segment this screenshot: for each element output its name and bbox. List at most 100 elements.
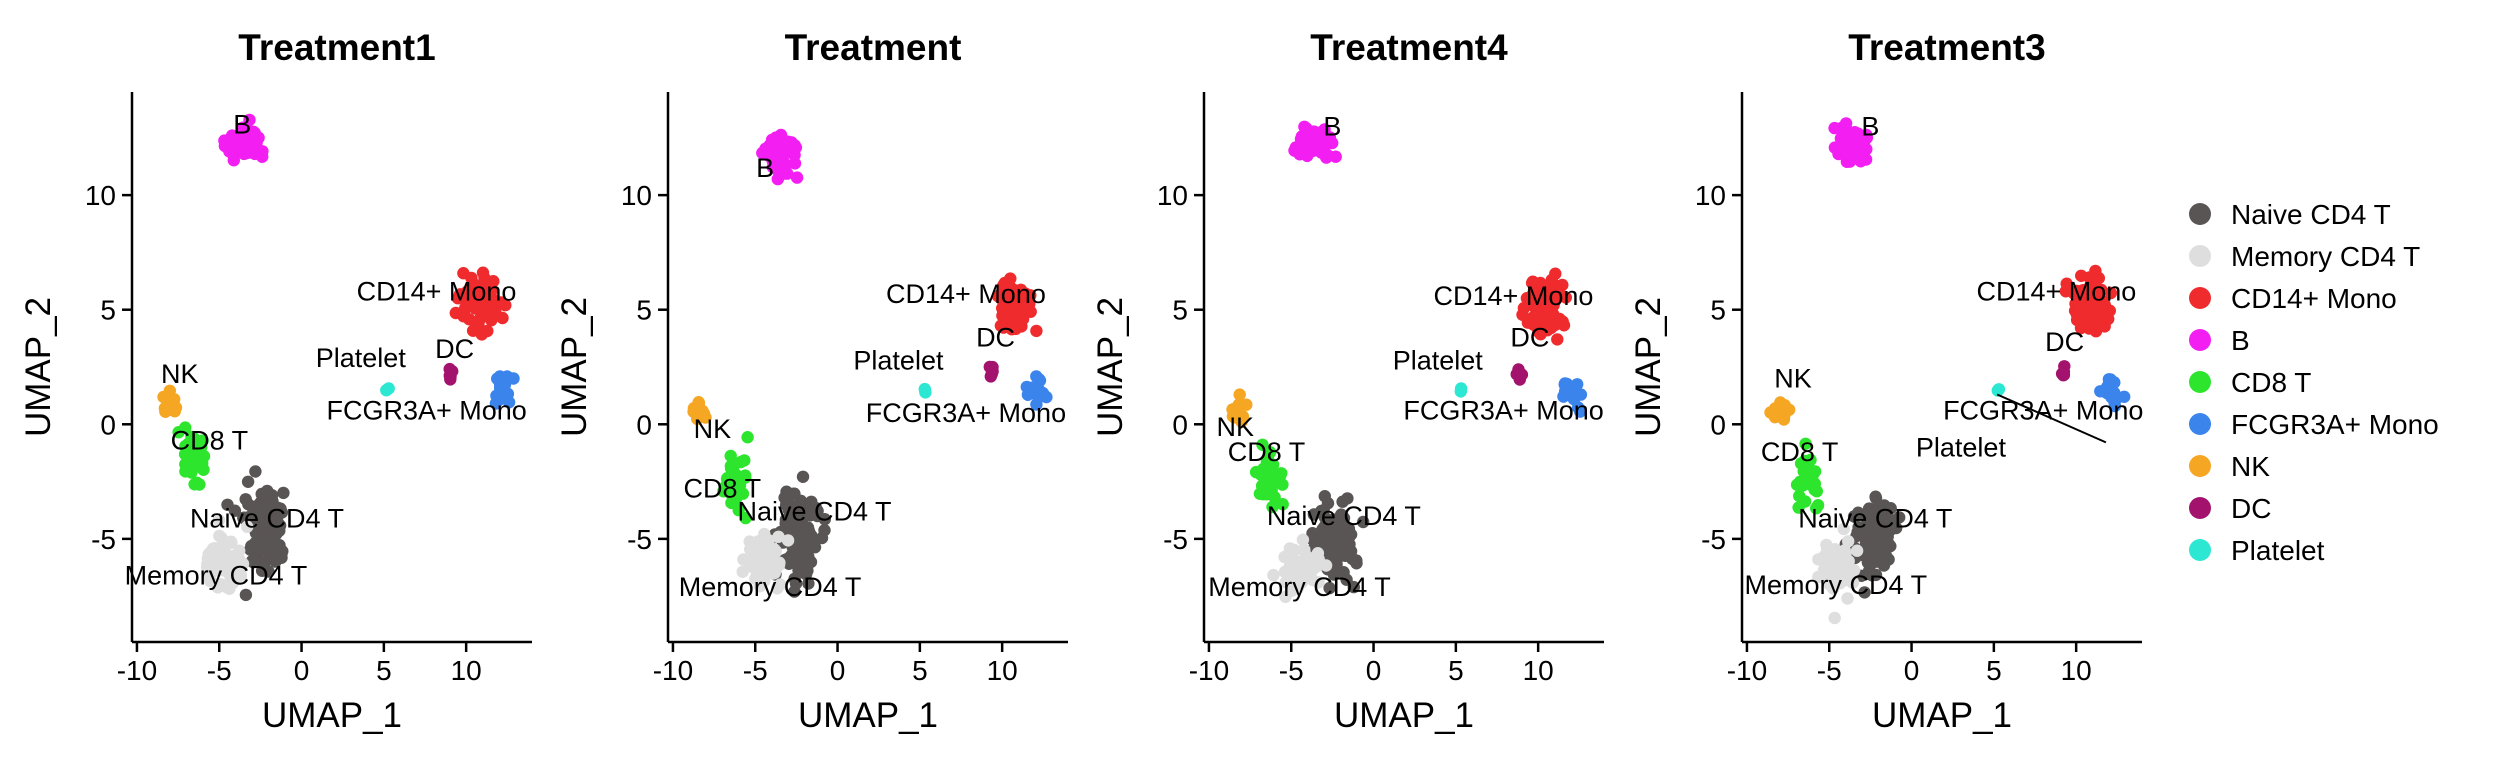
- x-tick-label: -10: [117, 655, 157, 686]
- x-tick-label: 10: [987, 655, 1018, 686]
- point-memory-cd4-t: [1287, 558, 1301, 571]
- legend-label: NK: [2231, 451, 2270, 482]
- points: [1764, 117, 2131, 625]
- point-cd14plus-mono: [1525, 276, 1539, 290]
- legend-swatch: [2189, 455, 2211, 477]
- point-fcgr3aplus-mono: [493, 387, 506, 400]
- point-naive-cd4-t: [261, 484, 274, 498]
- point-memory-cd4-t: [1842, 558, 1855, 572]
- point-cd14plus-mono: [1536, 312, 1550, 325]
- point-cd14plus-mono: [1030, 324, 1043, 338]
- point-cd8-t: [1256, 438, 1269, 451]
- x-tick-label: 10: [1523, 655, 1554, 686]
- point-naive-cd4-t: [779, 498, 793, 512]
- point-b: [790, 171, 804, 184]
- legend-item-memory-cd4-t: Memory CD4 T: [2189, 241, 2420, 272]
- cluster-labels: B CD14+ Mono Platelet DC FCGR3A+ Mono NK CD8 T…: [679, 153, 1066, 602]
- point-b: [1840, 145, 1854, 158]
- point-b: [227, 154, 240, 167]
- legend-swatch: [2189, 203, 2211, 225]
- point-cd14plus-mono: [1004, 272, 1017, 285]
- point-naive-cd4-t: [1337, 566, 1350, 579]
- point-memory-cd4-t: [1279, 590, 1292, 603]
- cluster-label-b: B: [233, 109, 251, 139]
- point-b: [1855, 144, 1868, 157]
- point-memory-cd4-t: [1828, 611, 1841, 625]
- point-memory-cd4-t: [1267, 568, 1280, 582]
- x-tick-label: 0: [1366, 655, 1382, 686]
- point-memory-cd4-t: [1283, 542, 1297, 555]
- legend-label: CD8 T: [2231, 367, 2311, 398]
- point-fcgr3aplus-mono: [1030, 370, 1043, 383]
- panel-treatment1: Treatment1 -10 -5 0 5 10 -5 0 5 10 UMAP_1 UMAP_2 B CD…: [19, 27, 532, 735]
- point-cd14plus-mono: [1559, 291, 1573, 304]
- points: [157, 113, 520, 602]
- point-cd8-t: [1792, 501, 1805, 514]
- point-b: [788, 139, 801, 152]
- x-tick-label: -5: [1817, 655, 1842, 686]
- y-tick-label: 5: [1710, 295, 1726, 326]
- point-naive-cd4-t: [256, 503, 270, 516]
- point-naive-cd4-t: [277, 486, 290, 500]
- point-memory-cd4-t: [774, 578, 787, 591]
- legend-item-platelet: Platelet: [2189, 535, 2325, 566]
- point-memory-cd4-t: [212, 514, 226, 527]
- x-tick-label: 10: [2061, 655, 2092, 686]
- point-naive-cd4-t: [791, 540, 804, 553]
- point-memory-cd4-t: [203, 566, 216, 579]
- panel-treatment4: Treatment4 -10 -5 0 5 10 -5 0 5 10 UMAP_1 UMAP_2 B CD…: [1091, 27, 1604, 735]
- point-memory-cd4-t: [241, 520, 254, 533]
- point-cd8-t: [1260, 455, 1274, 468]
- point-nk: [163, 392, 176, 406]
- point-cd8-t: [724, 462, 738, 475]
- legend-swatch: [2189, 329, 2211, 351]
- point-cd14plus-mono: [1549, 267, 1562, 280]
- cluster-label-cd14plus-mono: CD14+ Mono: [886, 279, 1046, 309]
- y-axis-title: UMAP_2: [1091, 297, 1130, 437]
- y-tick-label: 5: [100, 295, 116, 326]
- point-cd14plus-mono: [1551, 333, 1564, 346]
- point-nk: [693, 409, 706, 422]
- point-cd14plus-mono: [2099, 303, 2113, 316]
- legend-item-naive-cd4-t: Naive CD4 T: [2189, 199, 2391, 230]
- panel-treatment3: Treatment3 -10 -5 0 5 10 -5 0 5 10 UMAP_1 UMAP_2 B CD…: [1629, 27, 2143, 735]
- x-tick-label: -10: [1727, 655, 1767, 686]
- y-tick-label: 0: [1710, 409, 1726, 440]
- cluster-label-nk: NK: [161, 359, 199, 389]
- point-cd14plus-mono: [1548, 318, 1562, 332]
- y-axis-title: UMAP_2: [19, 297, 58, 437]
- point-cd8-t: [186, 448, 200, 461]
- cluster-label-cd8-t: CD8 T: [171, 426, 249, 456]
- point-naive-cd4-t: [1869, 568, 1883, 582]
- point-memory-cd4-t: [207, 551, 221, 565]
- point-naive-cd4-t: [249, 465, 262, 478]
- point-naive-cd4-t: [1307, 508, 1321, 521]
- point-b: [1298, 120, 1311, 133]
- point-cd14plus-mono: [476, 266, 490, 279]
- point-memory-cd4-t: [223, 582, 236, 595]
- point-cd14plus-mono: [2088, 280, 2102, 293]
- point-fcgr3aplus-mono: [1574, 405, 1587, 418]
- cluster-label-naive-cd4-t: Naive CD4 T: [737, 497, 891, 527]
- cluster-label-platelet: Platelet: [316, 343, 407, 373]
- point-fcgr3aplus-mono: [1567, 387, 1580, 401]
- cluster-label-platelet: Platelet: [853, 345, 944, 375]
- y-axis-title: UMAP_2: [1629, 297, 1668, 437]
- point-nk: [1235, 415, 1248, 428]
- point-naive-cd4-t: [784, 553, 797, 566]
- y-tick-label: 5: [636, 295, 652, 326]
- point-cd8-t: [1810, 502, 1823, 515]
- cluster-label-cd14plus-mono: CD14+ Mono: [357, 277, 517, 307]
- point-b: [256, 150, 269, 163]
- point-fcgr3aplus-mono: [1571, 378, 1584, 391]
- point-fcgr3aplus-mono: [491, 372, 504, 385]
- point-b: [1828, 121, 1841, 135]
- point-memory-cd4-t: [1282, 569, 1295, 583]
- cluster-label-memory-cd4-t: Memory CD4 T: [1208, 572, 1391, 602]
- point-cd8-t: [719, 480, 732, 493]
- x-tick-label: 5: [1448, 655, 1464, 686]
- point-naive-cd4-t: [1343, 530, 1356, 543]
- y-tick-label: 5: [1172, 295, 1188, 326]
- legend-label: B: [2231, 325, 2250, 356]
